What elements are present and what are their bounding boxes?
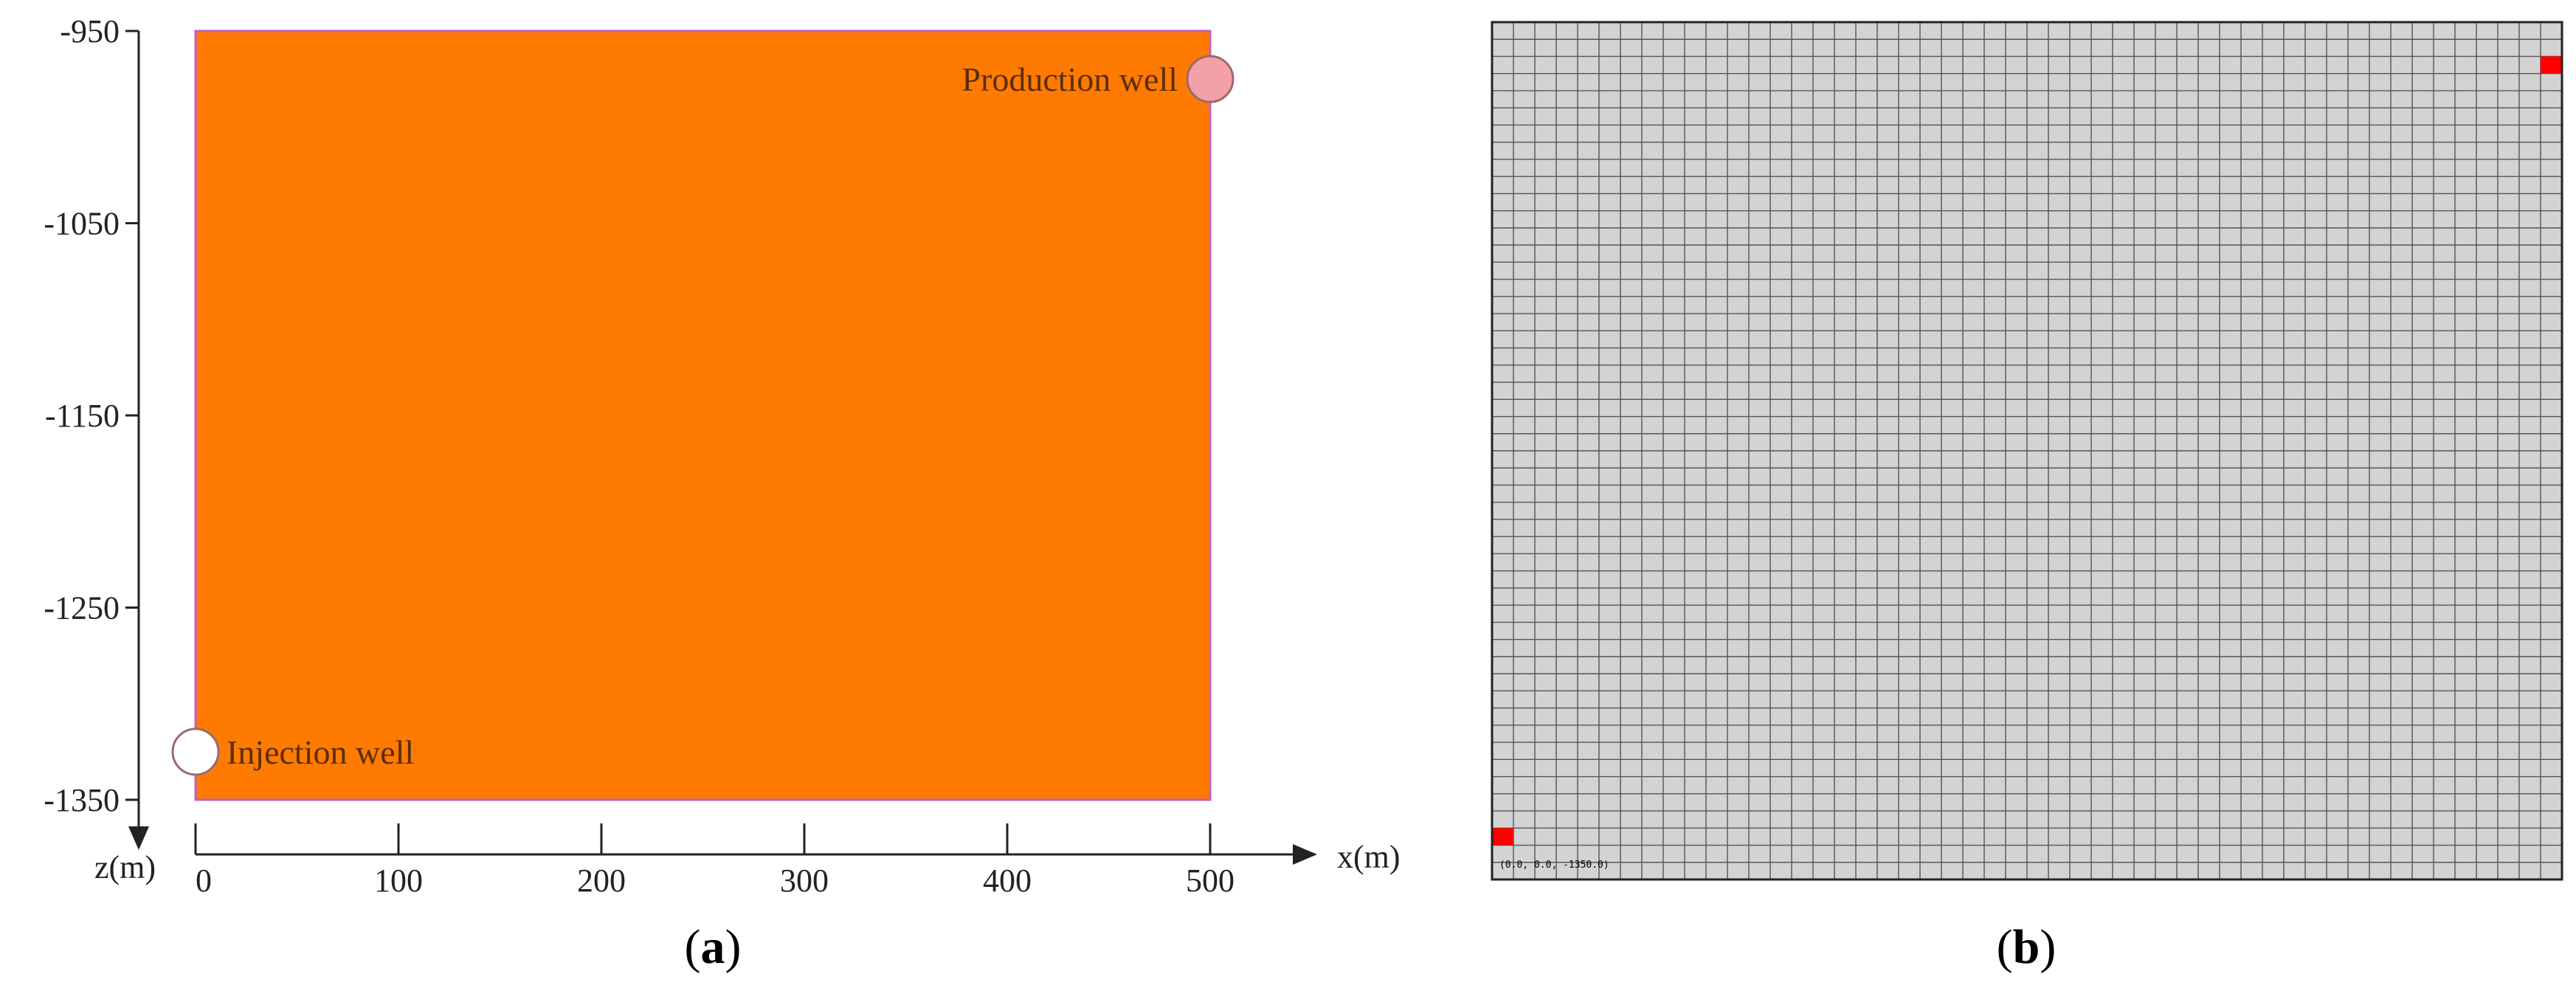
production-well-label: Production well xyxy=(961,61,1178,98)
injection-well-label: Injection well xyxy=(227,733,414,771)
grid-border xyxy=(1491,21,2563,881)
panel-b: (0.0, 0.0, -1350.0) (b) xyxy=(1491,21,2563,974)
x-axis-arrow xyxy=(1293,844,1317,865)
z-tick-label: -1150 xyxy=(45,398,120,434)
origin-coordinate-label: (0.0, 0.0, -1350.0) xyxy=(1499,860,1609,871)
x-tick-label: 0 xyxy=(196,863,212,899)
injection-well-marker xyxy=(171,727,220,776)
x-axis-title: x(m) xyxy=(1337,839,1401,875)
panel-b-caption-letter: b xyxy=(2013,920,2040,974)
injection-well-cell xyxy=(1492,828,1513,846)
z-tick-label: -950 xyxy=(60,13,120,49)
x-axis-ticks: 0 100 200 300 400 500 xyxy=(194,823,1235,899)
x-tick-label: 100 xyxy=(374,863,423,899)
panel-a-caption-letter: a xyxy=(701,920,725,974)
panel-b-caption-close: ) xyxy=(2040,920,2056,974)
x-tick-label: 400 xyxy=(983,863,1032,899)
z-axis-title: z(m) xyxy=(94,849,156,885)
panel-b-caption: (b) xyxy=(1997,920,2057,974)
grid-lines xyxy=(1492,22,2562,879)
x-tick-label: 500 xyxy=(1186,863,1235,899)
reservoir-domain xyxy=(194,30,1212,801)
x-tick-label: 200 xyxy=(577,863,626,899)
panel-a-caption-open: ( xyxy=(685,920,701,974)
panel-a-caption: (a) xyxy=(685,920,742,974)
production-well-cell xyxy=(2541,56,2562,74)
z-tick-label: -1350 xyxy=(44,782,120,818)
x-tick-label: 300 xyxy=(780,863,829,899)
z-axis-ticks: -950 -1050 -1150 -1250 -1350 xyxy=(44,13,139,818)
panel-a: -950 -1050 -1150 -1250 -1350 z(m) 0 100 200 300… xyxy=(44,13,1400,974)
panel-a-caption-close: ) xyxy=(725,920,742,974)
z-axis-arrow xyxy=(128,826,149,850)
production-well-marker xyxy=(1186,55,1235,103)
z-tick-label: -1050 xyxy=(44,206,120,242)
panel-b-caption-open: ( xyxy=(1997,920,2013,974)
z-tick-label: -1250 xyxy=(44,590,120,626)
